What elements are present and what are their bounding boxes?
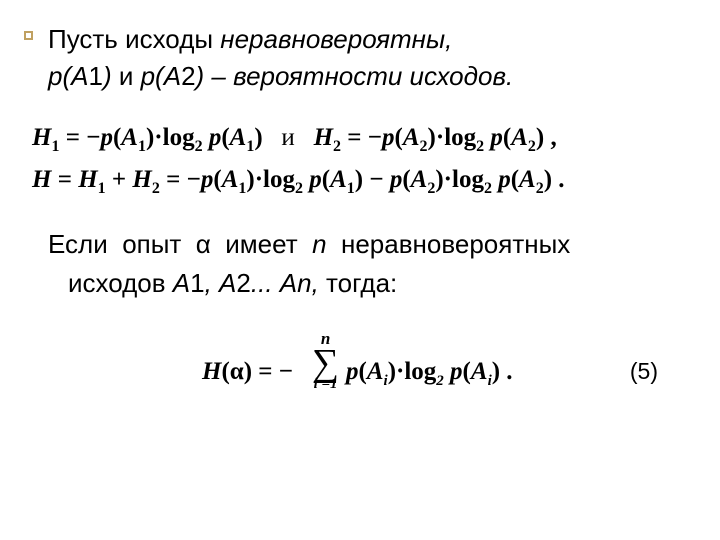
fsum-a: A: [367, 358, 384, 385]
para-if-experiment-line2: исходов А1, А2... Аn, тогда:: [68, 266, 692, 301]
sigma-icon: ∑: [312, 347, 339, 379]
fsum-o2: (: [463, 358, 471, 385]
f1-l2: 2: [476, 138, 484, 155]
f2-o2b: (: [511, 166, 519, 193]
intro-text-1a: Пусть исходы: [48, 24, 220, 54]
f2-p2b: p: [498, 166, 511, 193]
p2-l2e: 2: [236, 268, 250, 298]
f2-h1: H: [78, 166, 97, 193]
p2-l2d: , А: [205, 268, 237, 298]
f1-c1b: ): [254, 124, 262, 151]
p2-l2c: 1: [190, 268, 204, 298]
f1-o1b: (: [221, 124, 229, 151]
fsum-p: p: [346, 358, 359, 385]
p2-l2b: А: [173, 268, 190, 298]
f2-o1: (: [213, 166, 221, 193]
p2-l2f: ... Аn,: [251, 268, 319, 298]
f2-l1: 2: [295, 180, 303, 197]
f1-p1: p: [100, 124, 113, 151]
f1-as2b: 2: [528, 138, 536, 155]
f1-a1b: A: [230, 124, 247, 151]
f1-a2: A: [403, 124, 420, 151]
intro-line-2: р(А1) и р(А2) – вероятности исходов.: [48, 59, 692, 94]
f1-o2: (: [395, 124, 403, 151]
formula-rhs: p(Ai)·log2 p(Ai) .: [346, 358, 513, 390]
p2-l2g: тогда:: [319, 268, 397, 298]
formula-h1-h2: H1 = −p(A1)·log2 p(A1) и H2 = −p(A2)·log…: [32, 118, 692, 160]
f2-c2b: ) .: [544, 166, 565, 193]
para-if-experiment-line1: Если опыт α имеет n неравновероятных: [48, 227, 692, 262]
f1-as1: 1: [138, 138, 146, 155]
f1-o2b: (: [503, 124, 511, 151]
intro-p-a2-c: ) – вероятности исходов.: [196, 61, 514, 91]
fsum-o: (: [359, 358, 367, 385]
f1-eq1: = −: [59, 124, 100, 151]
p2-l1b: n: [312, 229, 326, 259]
formula-lhs: H(α) = −: [202, 358, 293, 386]
f1-c2: )·log: [428, 124, 477, 151]
f2-h: H: [32, 166, 51, 193]
f1-as2: 2: [420, 138, 428, 155]
f1-and: и: [281, 124, 294, 151]
f1-c2b: ) ,: [536, 124, 557, 151]
f1-h2: H: [314, 124, 333, 151]
f2-l2: 2: [484, 180, 492, 197]
f2-p1b: p: [309, 166, 322, 193]
f2-as2b: 2: [536, 180, 544, 197]
f2-c1: )·log: [246, 166, 295, 193]
f1-s2: 2: [333, 138, 341, 155]
sum-lower: i =1: [312, 377, 339, 392]
p2-l1c: неравновероятных: [327, 229, 571, 259]
f2-plus: +: [106, 166, 133, 193]
f2-eq2: = −: [160, 166, 201, 193]
f2-as1b: 1: [347, 180, 355, 197]
intro-p-a1-c: ): [103, 61, 112, 91]
p2-l1a: Если опыт α имеет: [48, 229, 312, 259]
f2-c1b: ) −: [355, 166, 390, 193]
f2-a1b: A: [330, 166, 347, 193]
fsum-h: H: [202, 358, 221, 385]
f1-p1b: p: [209, 124, 222, 151]
f1-eq2: = −: [341, 124, 382, 151]
f1-h1: H: [32, 124, 51, 151]
intro-p-a1-n: 1: [88, 61, 102, 91]
f2-h2: H: [132, 166, 151, 193]
formula-h-sum: H = H1 + H2 = −p(A1)·log2 p(A1) − p(A2)·…: [32, 160, 692, 202]
f2-p1: p: [201, 166, 214, 193]
f2-o2: (: [402, 166, 410, 193]
f2-o1b: (: [322, 166, 330, 193]
intro-line-1: Пусть исходы неравновероятны,: [48, 22, 692, 57]
fsum-c: )·log: [388, 358, 437, 385]
intro-text-1b: неравновероятны,: [220, 24, 452, 54]
f1-a2b: A: [511, 124, 528, 151]
f1-l1: 2: [195, 138, 203, 155]
f2-a2: A: [411, 166, 428, 193]
f1-c1: )·log: [146, 124, 195, 151]
p2-l2a: исходов: [68, 268, 173, 298]
f2-s1: 1: [98, 180, 106, 197]
equation-number: (5): [630, 358, 658, 385]
intro-p-a2-n: 2: [181, 61, 195, 91]
f2-s2: 2: [152, 180, 160, 197]
f1-p2: p: [382, 124, 395, 151]
f1-p2b: p: [490, 124, 503, 151]
intro-p-a1-a: р(А: [48, 61, 88, 91]
f1-a1: A: [121, 124, 138, 151]
f2-eq: =: [51, 166, 78, 193]
fsum-p2: p: [450, 358, 463, 385]
intro-p-a2-a: р(А: [141, 61, 181, 91]
entropy-formulas-block: H1 = −p(A1)·log2 p(A1) и H2 = −p(A2)·log…: [32, 118, 692, 201]
f2-p2: p: [390, 166, 403, 193]
f2-c2: )·log: [435, 166, 484, 193]
entropy-sum-formula: H(α) = − n ∑ i =1 p(Ai)·log2 p(Ai) . (5): [42, 330, 692, 420]
intro-and: и: [112, 61, 141, 91]
summation-symbol: n ∑ i =1: [312, 330, 339, 392]
fsum-c2: ) .: [492, 358, 513, 385]
f2-a1: A: [222, 166, 239, 193]
f2-a2b: A: [519, 166, 536, 193]
fsum-l2: 2: [436, 373, 444, 389]
bullet-square: [24, 31, 33, 40]
fsum-a2: A: [471, 358, 488, 385]
fsum-open: (α) = −: [221, 358, 293, 385]
